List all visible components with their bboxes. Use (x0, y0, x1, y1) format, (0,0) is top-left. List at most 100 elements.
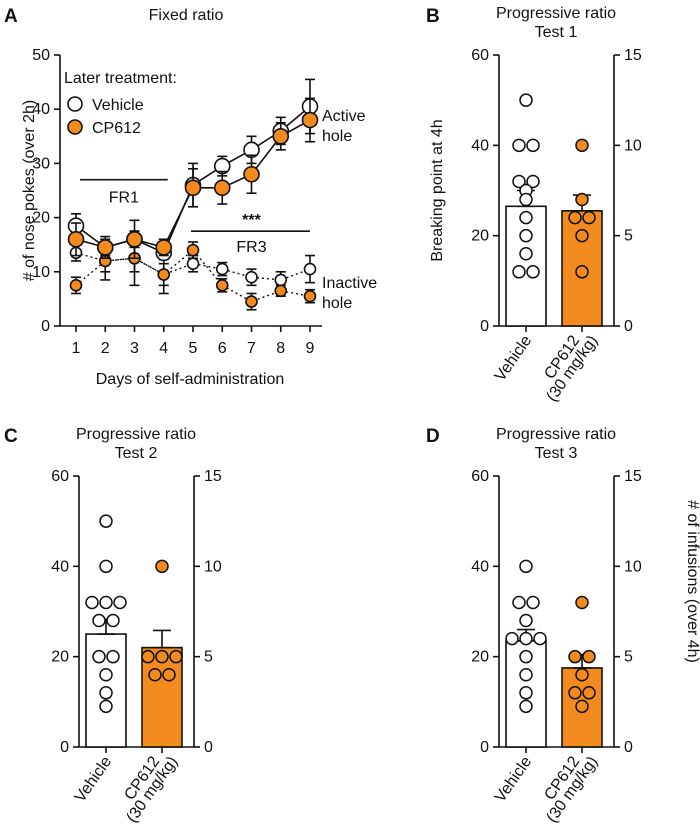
x-tick-label: 2 (101, 340, 110, 357)
point-cp612 (582, 210, 596, 225)
point-vehicle (92, 649, 106, 664)
series-line-vehicle-inactive (75, 252, 311, 281)
point-cp612-active (96, 239, 114, 256)
point-cp612-active (126, 230, 143, 248)
point-cp612 (155, 649, 169, 664)
point-vehicle (99, 514, 113, 528)
point-vehicle (519, 613, 533, 628)
point-vehicle (519, 631, 533, 646)
panel-letter-a: A (4, 6, 18, 27)
panel-title-line2: Test 1 (535, 24, 578, 41)
point-cp612 (575, 265, 589, 279)
y-tick-label-left: 40 (471, 558, 489, 575)
legend-marker-cp612 (67, 119, 83, 135)
point-cp612-inactive (245, 295, 258, 308)
x-tick-label: 8 (276, 340, 285, 357)
point-cp612-inactive (186, 243, 200, 257)
y-tick-label: 50 (32, 47, 50, 64)
y-axis-label-left: Breaking point at 4h (429, 119, 446, 261)
legend-title: Later treatment: (64, 70, 177, 87)
x-tick-label: 1 (72, 340, 81, 357)
inactive-hole-label: hole (322, 295, 352, 312)
y-tick-label-left: 40 (51, 558, 69, 575)
y-tick-label-right: 15 (624, 47, 642, 64)
point-vehicle (519, 192, 533, 207)
category-label-vehicle: Vehicle (492, 332, 536, 384)
point-cp612 (155, 559, 169, 574)
point-cp612 (169, 649, 183, 664)
point-cp612 (575, 699, 589, 714)
y-tick-label-right: 0 (624, 318, 633, 335)
x-tick-label: 6 (218, 340, 227, 357)
inactive-hole-label: Inactive (322, 275, 377, 292)
x-tick-label: 7 (247, 340, 256, 357)
y-tick-label-left: 20 (51, 649, 69, 666)
y-tick-label: 10 (32, 264, 50, 281)
point-cp612-active (155, 239, 173, 256)
point-vehicle (512, 595, 526, 610)
y-tick-label-left: 0 (480, 318, 489, 335)
point-cp612 (162, 667, 176, 682)
point-vehicle (505, 631, 519, 646)
point-cp612 (575, 138, 589, 153)
x-tick-label: 9 (306, 340, 315, 357)
category-label-vehicle: Vehicle (492, 753, 536, 805)
point-vehicle (526, 174, 540, 189)
point-vehicle (99, 595, 113, 610)
panel-title-line1: Progressive ratio (76, 426, 196, 443)
point-vehicle (106, 649, 120, 664)
y-tick-label-left: 0 (480, 739, 489, 756)
panel-title-line1: Progressive ratio (496, 5, 616, 22)
active-hole-label: Active (322, 108, 366, 125)
point-vehicle (519, 210, 533, 225)
y-tick-label-left: 20 (471, 649, 489, 666)
point-vehicle (533, 631, 547, 646)
point-vehicle-inactive (215, 262, 229, 276)
point-cp612 (575, 667, 589, 682)
point-cp612-inactive (215, 279, 229, 292)
point-vehicle (512, 138, 526, 153)
point-cp612-active (184, 179, 202, 197)
y-tick-label-right: 5 (624, 228, 633, 245)
legend-label-vehicle: Vehicle (92, 97, 144, 114)
point-vehicle (519, 699, 533, 714)
y-tick-label-right: 0 (624, 739, 633, 756)
point-vehicle (99, 699, 113, 714)
point-cp612 (568, 210, 582, 225)
panel-c-bar-chart: Progressive ratio Test 2 0 20 40 60 0 5 10 15 Vehi… (51, 426, 222, 826)
y-axis-label: # of nose pokes (over 2h) (21, 100, 38, 281)
fr1-label: FR1 (109, 190, 139, 207)
point-vehicle (519, 649, 533, 664)
point-cp612-inactive (274, 284, 288, 298)
point-vehicle (519, 667, 533, 682)
point-cp612 (141, 649, 155, 664)
point-vehicle-inactive (245, 270, 258, 284)
point-cp612 (582, 649, 596, 664)
point-vehicle (85, 595, 99, 610)
point-vehicle (526, 595, 540, 610)
point-cp612-active (272, 128, 290, 145)
point-vehicle (92, 613, 106, 628)
y-tick-label-right: 5 (204, 649, 213, 666)
point-cp612 (575, 228, 589, 243)
x-tick-label: 5 (189, 340, 198, 357)
point-cp612 (575, 595, 589, 610)
y-tick-label-right: 15 (204, 468, 222, 485)
y-tick-label-right: 5 (624, 649, 633, 666)
panel-letter-b: B (426, 6, 440, 27)
y-axis-label-right: # of infusions (over 4h) (684, 500, 700, 663)
point-cp612-inactive (303, 289, 317, 303)
point-vehicle (512, 265, 526, 279)
point-cp612-active (213, 179, 231, 197)
point-cp612 (568, 686, 582, 700)
point-cp612-active (243, 165, 260, 183)
point-vehicle (519, 686, 533, 700)
point-vehicle (106, 613, 120, 628)
y-tick-label-right: 10 (204, 558, 222, 575)
x-axis-label: Days of self-administration (96, 371, 285, 388)
point-cp612 (568, 649, 582, 664)
y-tick-label-right: 15 (624, 468, 642, 485)
y-tick-label-right: 10 (624, 558, 642, 575)
point-vehicle (99, 559, 113, 574)
